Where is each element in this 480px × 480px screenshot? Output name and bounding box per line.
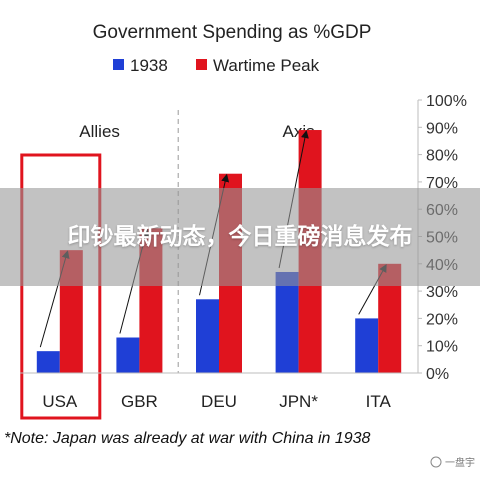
y-tick-label: 80% xyxy=(426,148,458,165)
bar-ita-0 xyxy=(355,318,379,373)
x-tick-label: DEU xyxy=(201,392,237,411)
highlight-box xyxy=(20,153,102,420)
y-tick-label: 0% xyxy=(426,366,449,383)
y-tick-label: 20% xyxy=(426,311,458,328)
y-tick-label: 30% xyxy=(426,284,458,301)
y-tick-label: 70% xyxy=(426,175,458,192)
watermark-icon xyxy=(430,456,442,468)
legend: 1938 Wartime Peak xyxy=(113,56,320,75)
legend-swatch-1 xyxy=(196,59,207,70)
x-tick-label: USA xyxy=(42,392,78,411)
overlay-banner: 印钞最新动态，今日重磅消息发布 xyxy=(0,188,480,286)
y-tick-label: 10% xyxy=(426,339,458,356)
legend-label-1: Wartime Peak xyxy=(213,56,320,75)
x-tick-label: JPN* xyxy=(279,392,318,411)
x-tick-label: ITA xyxy=(366,392,392,411)
footnote: *Note: Japan was already at war with Chi… xyxy=(4,430,371,447)
bar-deu-0 xyxy=(196,299,219,373)
x-axis-labels: USA GBR DEU JPN* ITA xyxy=(42,392,391,411)
watermark-text: 一盘宇 xyxy=(445,456,475,469)
legend-label-0: 1938 xyxy=(130,56,168,75)
bar-gbr-0 xyxy=(116,337,140,373)
watermark: 一盘宇 xyxy=(430,456,475,469)
legend-swatch-0 xyxy=(113,59,124,70)
chart-title: Government Spending as %GDP xyxy=(93,22,372,43)
highlight-rect xyxy=(20,153,102,420)
group-labels: AlliesAxis xyxy=(79,122,314,141)
x-tick-label: GBR xyxy=(121,392,158,411)
group-label: Allies xyxy=(79,122,120,141)
y-tick-label: 100% xyxy=(426,93,467,110)
banner-text: 印钞最新动态，今日重磅消息发布 xyxy=(67,224,413,250)
bar-jpn-0 xyxy=(275,271,299,373)
y-tick-label: 90% xyxy=(426,120,458,137)
bar-usa-0 xyxy=(36,351,60,373)
bar-ita-1 xyxy=(378,263,402,373)
